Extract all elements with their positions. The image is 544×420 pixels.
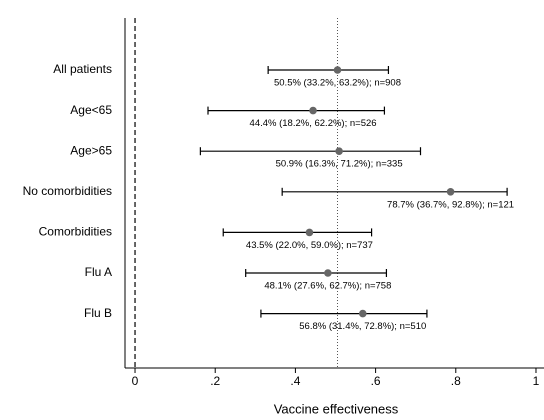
x-tick-label: 1 xyxy=(533,374,540,388)
row-label: Comorbidities xyxy=(39,225,112,239)
value-label: 78.7% (36.7%, 92.8%); n=121 xyxy=(387,199,514,210)
row-label: Flu B xyxy=(84,306,112,320)
value-label: 50.9% (16.3%, 71.2%); n=335 xyxy=(276,159,403,170)
x-axis-title: Vaccine effectiveness xyxy=(274,401,399,416)
x-tick-label: .4 xyxy=(290,374,300,388)
row-label: Age<65 xyxy=(70,103,112,117)
point-estimate xyxy=(335,147,343,155)
point-estimate xyxy=(324,269,332,277)
point-estimate xyxy=(358,309,367,318)
value-label: 43.5% (22.0%, 59.0%); n=737 xyxy=(246,240,373,251)
value-label: 50.5% (33.2%, 63.2%); n=908 xyxy=(274,78,401,89)
x-tick-label: .8 xyxy=(451,374,461,388)
point-estimate xyxy=(333,66,342,74)
row-label: Age>65 xyxy=(70,143,112,157)
row-label: No comorbidities xyxy=(23,184,112,198)
point-estimate xyxy=(446,188,455,196)
row-label: All patients xyxy=(53,62,112,76)
point-estimate xyxy=(305,228,314,237)
value-label: 56.8% (31.4%, 72.8%); n=510 xyxy=(299,321,426,332)
value-label: 48.1% (27.6%, 62.7%); n=758 xyxy=(264,281,391,292)
value-label: 44.4% (18.2%, 62.2%); n=526 xyxy=(250,118,377,129)
row-label: Flu A xyxy=(85,265,112,279)
point-estimate xyxy=(309,106,317,115)
x-tick-label: 0 xyxy=(132,374,139,388)
x-tick-label: .2 xyxy=(210,374,220,388)
x-tick-label: .6 xyxy=(371,374,381,388)
